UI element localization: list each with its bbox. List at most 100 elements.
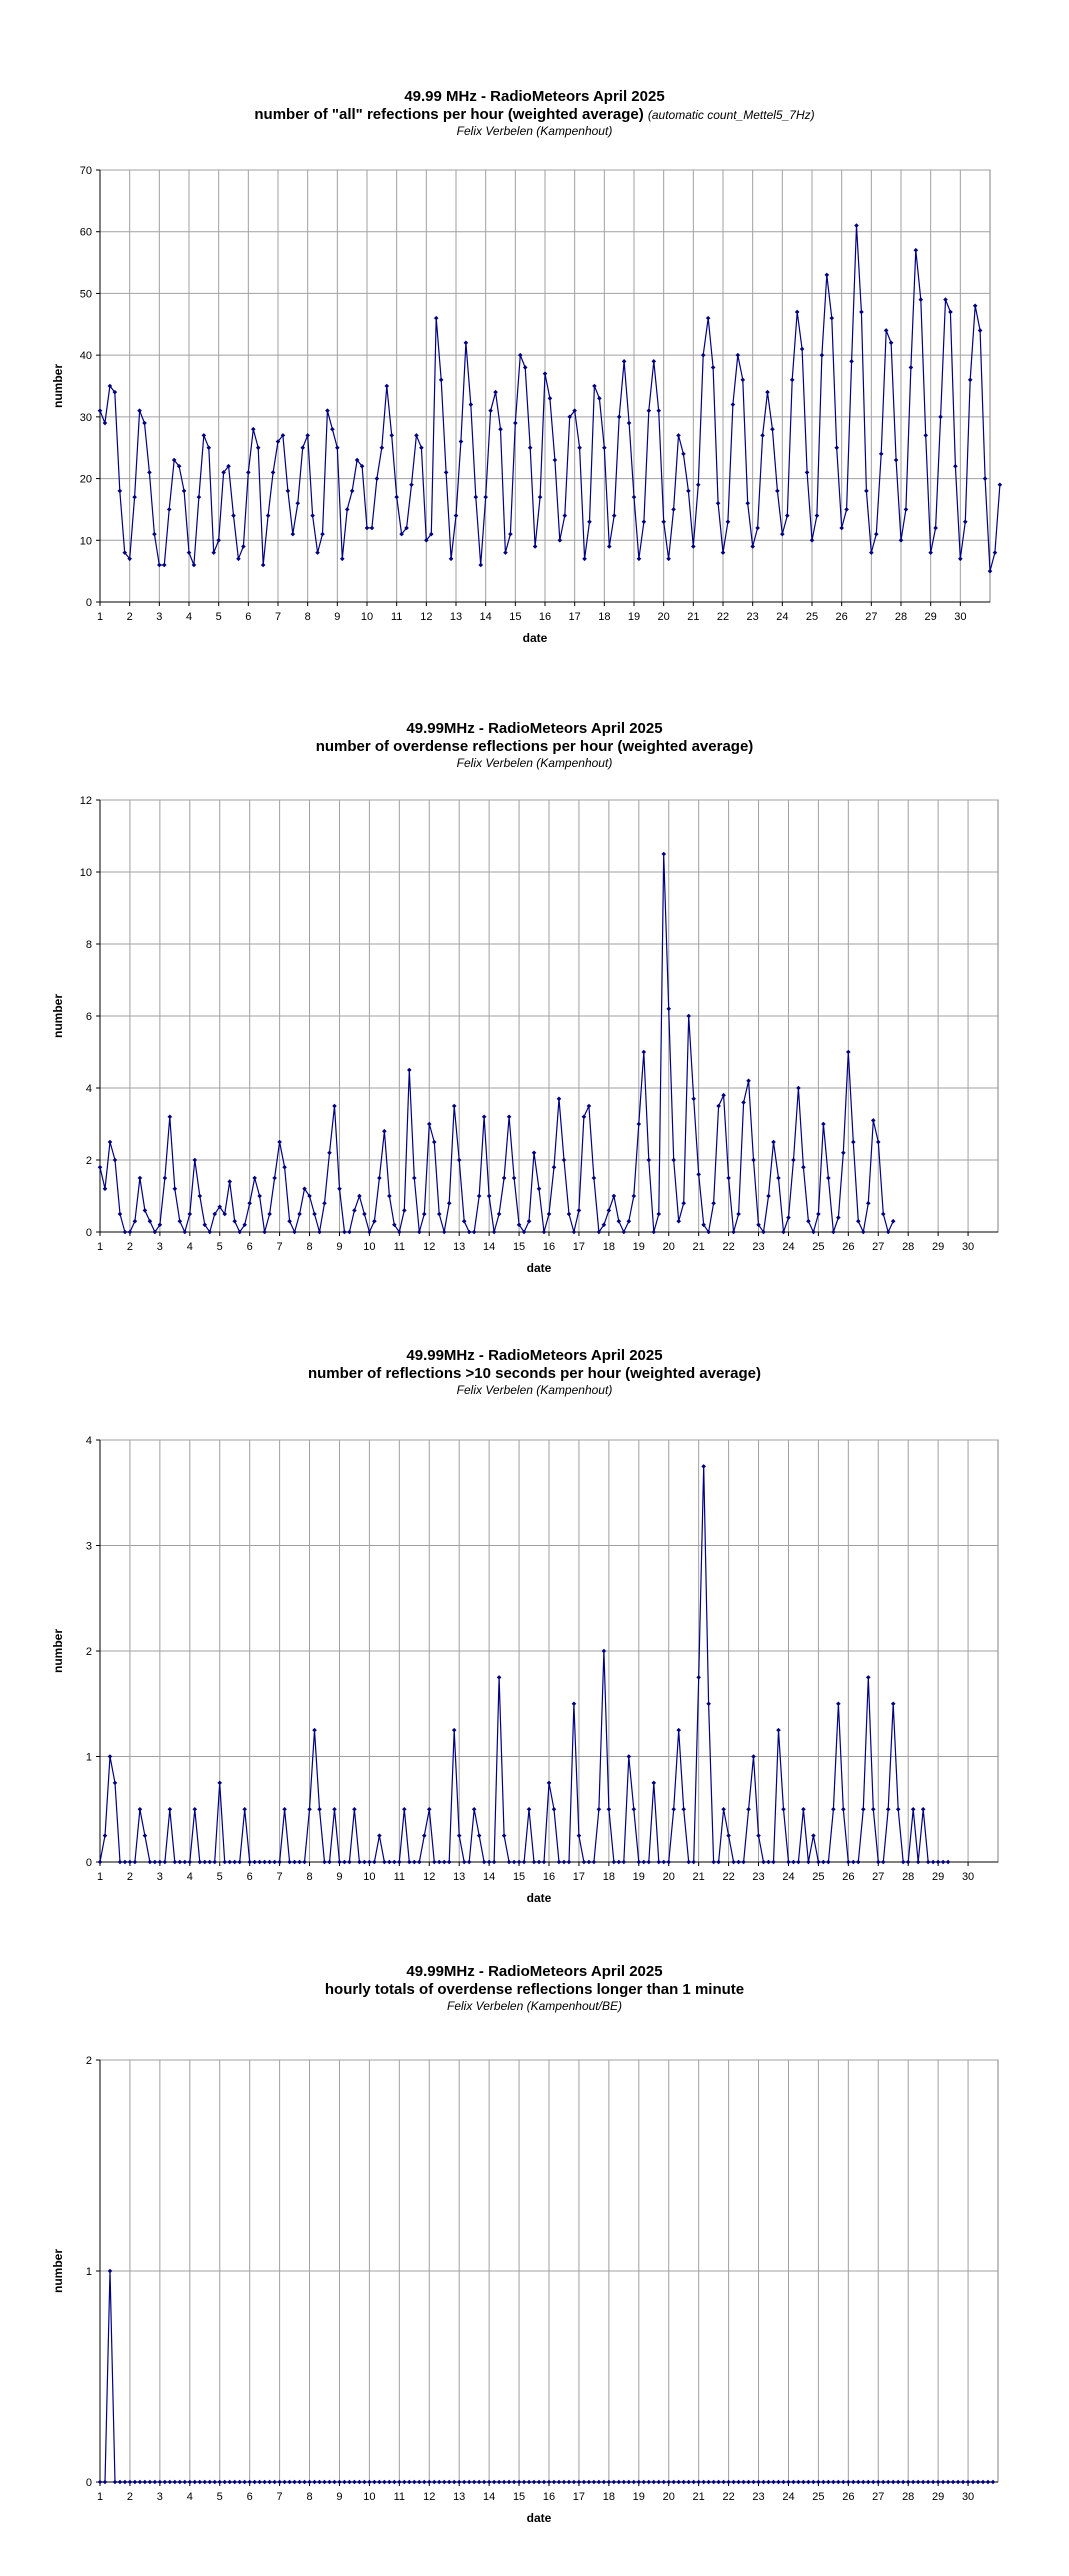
data-point (651, 1780, 657, 1786)
data-point (726, 1175, 731, 1181)
data-point (441, 2479, 447, 2485)
data-point (446, 2479, 452, 2485)
x-tick-label: 19 (633, 1871, 645, 1883)
data-point (856, 2479, 861, 2485)
data-point (237, 1859, 242, 1865)
data-point (486, 1859, 492, 1865)
data-point (666, 1006, 672, 1012)
data-point (197, 1193, 203, 1199)
data-point (716, 2479, 721, 2485)
data-point (556, 1859, 562, 1865)
data-point (347, 1229, 352, 1235)
data-point (267, 1211, 272, 1217)
data-point (461, 1218, 467, 1224)
data-point (471, 2479, 477, 2485)
data-point (352, 2479, 357, 2485)
series-line (99, 853, 894, 1234)
data-point (222, 2479, 228, 2485)
data-point (192, 1157, 198, 1163)
x-tick-label: 15 (509, 611, 521, 623)
data-point (362, 1211, 367, 1217)
data-point (676, 1727, 682, 1733)
data-point (631, 494, 637, 500)
data-point (621, 1859, 627, 1865)
data-point (262, 1229, 267, 1235)
data-point (97, 1164, 103, 1170)
data-point (781, 1229, 786, 1235)
data-point (611, 1193, 617, 1199)
data-point (152, 1859, 158, 1865)
chart-subtitle-note: (automatic count_Mettel5_7Hz) (647, 108, 815, 122)
data-point (721, 2479, 726, 2485)
data-point (456, 1157, 462, 1163)
data-point (359, 463, 365, 469)
data-point (426, 1806, 432, 1812)
data-point (786, 1215, 791, 1220)
x-tick-label: 2 (127, 1871, 133, 1883)
data-point (231, 513, 236, 518)
data-point (252, 2479, 257, 2485)
x-tick-label: 4 (187, 1241, 193, 1253)
x-tick-label: 7 (277, 2491, 283, 2503)
data-point (930, 2479, 936, 2485)
data-point (305, 433, 310, 438)
x-tick-label: 10 (363, 1241, 375, 1253)
data-point (320, 531, 325, 537)
data-point (517, 352, 523, 358)
x-tick-label: 14 (480, 611, 492, 623)
x-tick-label: 3 (157, 1241, 163, 1253)
data-point (811, 1833, 816, 1838)
data-point (122, 2479, 128, 2485)
data-point (506, 1114, 512, 1120)
data-point (756, 1222, 761, 1228)
x-tick-label: 9 (336, 2491, 342, 2503)
data-point (476, 1833, 482, 1838)
data-point (471, 1806, 477, 1812)
data-point (436, 1211, 442, 1217)
data-point (821, 2479, 826, 2485)
data-point (586, 1103, 592, 1109)
x-tick-label: 11 (394, 2491, 405, 2503)
data-point (804, 470, 810, 475)
data-point (537, 494, 543, 500)
data-point (771, 1859, 776, 1865)
data-point (377, 1175, 382, 1181)
data-point (511, 2479, 517, 2485)
data-point (616, 2479, 622, 2485)
data-point (875, 1859, 881, 1865)
data-point (771, 1139, 776, 1145)
data-point (421, 1211, 427, 1217)
data-point (681, 2479, 686, 2485)
data-point (384, 383, 390, 389)
data-point (851, 1139, 856, 1145)
data-point (686, 2479, 691, 2485)
data-point (292, 2479, 297, 2485)
data-point (142, 420, 147, 426)
data-point (836, 1215, 841, 1220)
data-point (940, 1859, 946, 1865)
data-point (182, 1859, 188, 1865)
data-point (508, 531, 513, 537)
data-point (448, 556, 454, 562)
data-point (577, 445, 582, 451)
data-point (367, 2479, 372, 2485)
x-tick-label: 25 (812, 2491, 824, 2503)
data-point (811, 1229, 816, 1235)
data-point (880, 1211, 886, 1217)
data-point (601, 2479, 607, 2485)
data-point (566, 2479, 572, 2485)
data-point (671, 507, 676, 512)
data-point (511, 1175, 517, 1181)
data-point (781, 2479, 786, 2485)
data-point (416, 1859, 422, 1865)
x-tick-label: 6 (247, 2491, 253, 2503)
x-tick-label: 26 (842, 2491, 854, 2503)
data-point (127, 556, 132, 562)
data-point (491, 1229, 497, 1235)
chart-title: 49.99 MHz - RadioMeteors April 2025 (404, 88, 665, 105)
x-tick-label: 18 (603, 1871, 615, 1883)
data-point (621, 359, 627, 364)
data-point (552, 457, 558, 463)
data-point (521, 2479, 527, 2485)
data-point (372, 2479, 377, 2485)
